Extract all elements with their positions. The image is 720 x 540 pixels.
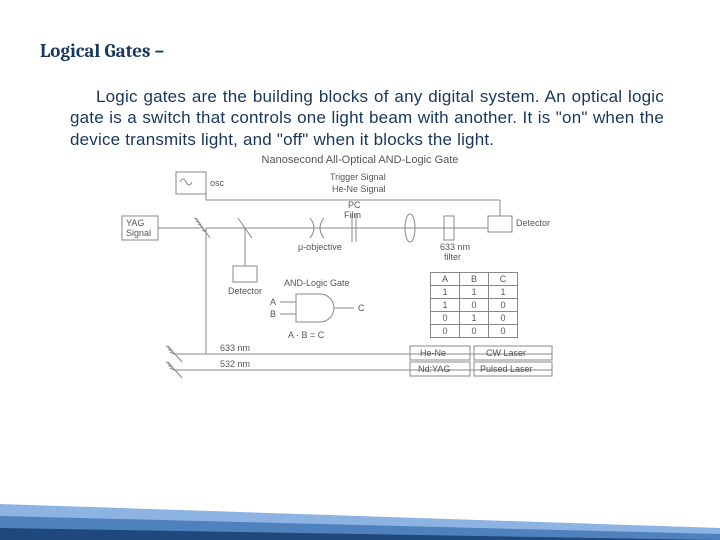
svg-text:C: C xyxy=(358,303,365,313)
svg-text:633 nm: 633 nm xyxy=(220,343,250,353)
body-text: Logic gates are the building blocks of a… xyxy=(70,87,664,149)
truth-table: ABC 111 100 010 000 xyxy=(430,272,518,338)
hene-sig-label: He-Ne Signal xyxy=(332,184,386,194)
yag-label-1: YAG xyxy=(126,218,144,228)
diagram-title: Nanosecond All-Optical AND-Logic Gate xyxy=(110,154,610,166)
svg-text:A: A xyxy=(270,297,276,307)
slide-decor xyxy=(0,494,720,540)
svg-text:PC: PC xyxy=(348,200,361,210)
svg-text:Film: Film xyxy=(344,210,361,220)
section-heading: Logical Gates – xyxy=(40,40,680,62)
svg-text:633 nm: 633 nm xyxy=(440,242,470,252)
optical-diagram-svg: osc Trigger Signal He-Ne Signal Detector… xyxy=(110,168,610,378)
detector-left-label: Detector xyxy=(228,286,262,296)
svg-text:filter: filter xyxy=(444,252,461,262)
yag-label-2: Signal xyxy=(126,228,151,238)
svg-text:Nd:YAG: Nd:YAG xyxy=(418,364,450,374)
osc-label: osc xyxy=(210,178,225,188)
svg-text:He-Ne: He-Ne xyxy=(420,348,446,358)
svg-text:CW Laser: CW Laser xyxy=(486,348,526,358)
mu-objective-label: μ-objective xyxy=(298,242,342,252)
detector-right-label: Detector xyxy=(516,218,550,228)
body-paragraph: Logic gates are the building blocks of a… xyxy=(40,86,680,150)
svg-text:Pulsed Laser: Pulsed Laser xyxy=(480,364,533,374)
diagram-container: Nanosecond All-Optical AND-Logic Gate os… xyxy=(110,154,610,378)
svg-text:B: B xyxy=(270,309,276,319)
and-title: AND-Logic Gate xyxy=(284,278,350,288)
svg-text:532 nm: 532 nm xyxy=(220,359,250,369)
trigger-label: Trigger Signal xyxy=(330,172,386,182)
svg-text:A · B = C: A · B = C xyxy=(288,330,325,340)
